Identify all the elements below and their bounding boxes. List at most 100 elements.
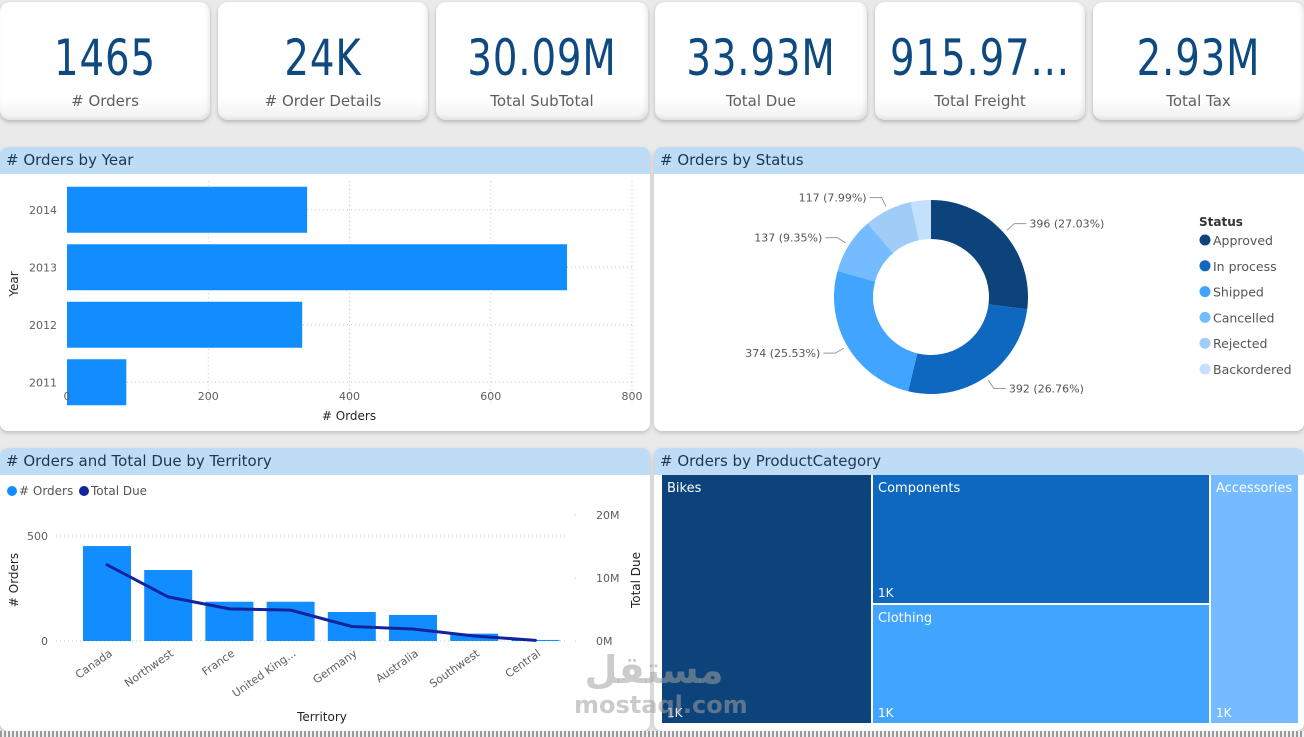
y2-tick-label: 0M bbox=[596, 635, 613, 648]
bar-2012 bbox=[67, 301, 303, 348]
panel-title: # Orders by ProductCategory bbox=[654, 448, 1304, 475]
donut-slice-approved bbox=[931, 200, 1028, 310]
treemap-label: Components bbox=[878, 481, 961, 496]
treemap-label: Accessories bbox=[1216, 481, 1293, 496]
treemap-value: 1K bbox=[878, 706, 894, 720]
treemap-value: 1K bbox=[878, 586, 894, 600]
y-axis-title: Year bbox=[7, 271, 21, 297]
donut-slice-backordered bbox=[910, 200, 931, 241]
legend-item-orders: # Orders bbox=[19, 484, 73, 498]
orders-by-year-panel[interactable]: # Orders by Year 2014 2013 2012 2011 0 200 40… bbox=[0, 147, 650, 431]
x-tick-label: Germany bbox=[311, 647, 360, 687]
treemap-cell-accessories[interactable]: Accessories 1K bbox=[1211, 475, 1300, 725]
x-tick-label: Canada bbox=[73, 647, 115, 682]
kpi-card-orders[interactable]: 1465 # Orders bbox=[0, 2, 210, 120]
donut-data-label: 396 (27.03%) bbox=[1029, 218, 1104, 231]
legend-marker bbox=[1199, 234, 1211, 246]
x-tick-label: 800 bbox=[622, 390, 643, 403]
legend-title: Status bbox=[1199, 215, 1243, 229]
donut-slice-rejected bbox=[867, 202, 919, 254]
x-tick-label: Northwest bbox=[122, 646, 176, 689]
x-tick-label: United King... bbox=[230, 647, 298, 700]
x-tick-label: Australia bbox=[373, 647, 420, 686]
donut-slice-cancelled bbox=[837, 223, 894, 282]
treemap-label: Bikes bbox=[667, 481, 702, 496]
legend-item-rejected: Rejected bbox=[1213, 336, 1267, 351]
donut-slice-shipped bbox=[834, 271, 918, 392]
y-tick-label: 500 bbox=[27, 530, 48, 543]
leader-line bbox=[823, 347, 845, 354]
orders-by-status-chart: 396 (27.03%) 392 (26.76%) 374 (25.53%) 137 … bbox=[745, 192, 1291, 396]
x-tick-label: France bbox=[200, 647, 238, 679]
kpi-card-order-details[interactable]: 24K # Order Details bbox=[218, 2, 428, 120]
kpi-card-total-tax[interactable]: 2.93M Total Tax bbox=[1093, 2, 1304, 120]
bar-2011 bbox=[67, 359, 127, 406]
legend-marker bbox=[1199, 363, 1211, 375]
territory-combo-chart: # Orders Total Due 0 500 0M 10M 20M Canada No… bbox=[7, 484, 643, 724]
treemap-cell-bikes[interactable]: Bikes 1K bbox=[662, 475, 873, 725]
kpi-value: 33.93M bbox=[686, 29, 836, 87]
kpi-label: Total SubTotal bbox=[490, 92, 594, 110]
x-tick-label: Central bbox=[503, 647, 543, 681]
kpi-label: Total Due bbox=[725, 92, 797, 110]
page-bottom-border bbox=[0, 731, 1304, 737]
leader-line bbox=[987, 379, 1006, 389]
kpi-label: Total Freight bbox=[934, 92, 1026, 110]
orders-by-status-panel[interactable]: # Orders by Status 396 (27.03%) 392 (26.7… bbox=[654, 147, 1304, 431]
kpi-value: 30.09M bbox=[467, 29, 617, 87]
product-category-panel[interactable]: # Orders by ProductCategory Bikes 1K Com… bbox=[654, 448, 1304, 731]
panel-title: # Orders by Year bbox=[0, 147, 650, 174]
x-tick-label: 0 bbox=[64, 390, 71, 403]
territory-panel[interactable]: # Orders and Total Due by Territory # Or… bbox=[0, 448, 650, 731]
x-tick-label: 400 bbox=[339, 390, 360, 403]
treemap-cell-components[interactable]: Components 1K bbox=[873, 475, 1211, 605]
donut-data-label: 137 (9.35%) bbox=[754, 232, 822, 245]
y-tick-label: 2014 bbox=[29, 204, 57, 217]
treemap-value: 1K bbox=[667, 706, 683, 720]
kpi-label: Total Tax bbox=[1166, 92, 1231, 110]
kpi-card-total-due[interactable]: 33.93M Total Due bbox=[655, 2, 867, 120]
kpi-value: 2.93M bbox=[1136, 29, 1261, 87]
leader-line bbox=[825, 237, 846, 244]
kpi-card-total-freight[interactable]: 915.97... Total Freight bbox=[875, 2, 1085, 120]
treemap: Bikes 1K Components 1K Clothing 1K Acces… bbox=[662, 475, 1304, 725]
y-tick-label: 2012 bbox=[29, 319, 57, 332]
x-tick-label: Southwest bbox=[427, 646, 482, 690]
treemap-value: 1K bbox=[1216, 706, 1232, 720]
orders-by-year-chart: 2014 2013 2012 2011 0 200 400 600 800 Year # Or… bbox=[7, 181, 643, 423]
panel-title: # Orders by Status bbox=[654, 147, 1304, 174]
panel-title: # Orders and Total Due by Territory bbox=[0, 448, 650, 475]
kpi-value: 1465 bbox=[54, 29, 156, 87]
x-axis-title: # Orders bbox=[322, 409, 376, 423]
x-axis-title: Territory bbox=[296, 710, 347, 724]
donut-slice-in-process bbox=[908, 304, 1028, 394]
donut-data-label: 392 (26.76%) bbox=[1009, 382, 1084, 395]
x-tick-label: 600 bbox=[480, 390, 501, 403]
legend-item-cancelled: Cancelled bbox=[1213, 310, 1274, 325]
kpi-card-total-subtotal[interactable]: 30.09M Total SubTotal bbox=[436, 2, 648, 120]
legend-marker bbox=[1199, 311, 1211, 323]
legend-item-approved: Approved bbox=[1213, 233, 1273, 248]
y-tick-label: 0 bbox=[41, 635, 48, 648]
legend-marker-orders bbox=[7, 486, 17, 496]
treemap-cell-clothing[interactable]: Clothing 1K bbox=[873, 605, 1211, 725]
bar-2014 bbox=[67, 186, 308, 233]
kpi-label: # Orders bbox=[71, 92, 139, 110]
bar-united-king- bbox=[266, 601, 315, 641]
y-tick-label: 2013 bbox=[29, 261, 57, 274]
y-axis-title: # Orders bbox=[7, 553, 21, 607]
legend-marker bbox=[1199, 260, 1211, 272]
kpi-value: 24K bbox=[284, 29, 362, 87]
y2-tick-label: 20M bbox=[596, 509, 620, 522]
leader-line bbox=[1006, 223, 1027, 231]
donut-data-label: 117 (7.99%) bbox=[799, 192, 867, 205]
legend-marker bbox=[1199, 286, 1211, 298]
legend-marker-total-due bbox=[79, 486, 89, 496]
kpi-label: # Order Details bbox=[264, 92, 382, 110]
legend-item-shipped: Shipped bbox=[1213, 285, 1264, 300]
legend-marker bbox=[1199, 337, 1211, 349]
y2-tick-label: 10M bbox=[596, 572, 620, 585]
kpi-value: 915.97... bbox=[890, 29, 1070, 87]
x-tick-label: 200 bbox=[198, 390, 219, 403]
donut-data-label: 374 (25.53%) bbox=[745, 347, 820, 360]
